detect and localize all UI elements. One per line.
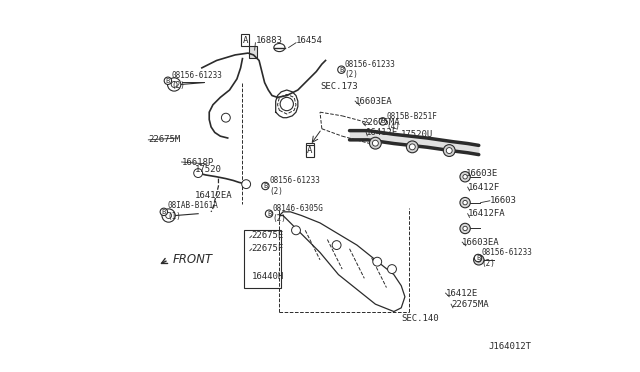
Text: 16883: 16883 (255, 36, 282, 45)
Text: 17520U: 17520U (401, 130, 433, 139)
Text: B: B (339, 67, 344, 73)
Circle shape (194, 169, 203, 177)
Text: 08156-61233
(2): 08156-61233 (2) (269, 176, 320, 196)
Circle shape (242, 180, 251, 189)
Circle shape (474, 255, 484, 265)
Circle shape (460, 171, 470, 182)
Text: B: B (166, 78, 170, 84)
Polygon shape (427, 138, 453, 151)
Circle shape (406, 141, 418, 153)
Text: 22675F: 22675F (252, 244, 284, 253)
Circle shape (372, 257, 381, 266)
Circle shape (292, 226, 300, 235)
Text: 22675MA: 22675MA (362, 118, 400, 127)
Circle shape (388, 264, 396, 273)
Text: B: B (476, 255, 480, 261)
Circle shape (460, 198, 470, 208)
Text: 08IAB-B161A
(1): 08IAB-B161A (1) (167, 201, 218, 221)
Bar (249, 46, 257, 58)
Text: A: A (243, 36, 248, 45)
Text: A: A (307, 145, 313, 155)
Circle shape (162, 209, 175, 222)
Text: 08156-61233
(2): 08156-61233 (2) (481, 248, 532, 268)
Circle shape (444, 145, 455, 157)
Circle shape (369, 137, 381, 149)
Text: 16412E: 16412E (366, 128, 399, 137)
Polygon shape (394, 134, 427, 147)
Text: 16618P: 16618P (182, 157, 214, 167)
Text: 22675MA: 22675MA (451, 300, 489, 309)
Text: 16454: 16454 (296, 36, 323, 45)
Text: B: B (263, 183, 268, 189)
Polygon shape (368, 131, 394, 144)
Polygon shape (349, 131, 368, 140)
Circle shape (168, 78, 181, 91)
Text: B: B (162, 209, 166, 215)
Text: 17520: 17520 (195, 165, 221, 174)
Circle shape (332, 241, 341, 250)
Ellipse shape (274, 44, 285, 52)
Text: 16603: 16603 (490, 196, 516, 205)
Circle shape (166, 212, 172, 218)
Text: 16412EA: 16412EA (195, 191, 232, 200)
Text: 22675M: 22675M (148, 135, 180, 144)
Circle shape (410, 144, 415, 150)
Polygon shape (468, 144, 479, 155)
Text: 22675E: 22675E (252, 231, 284, 240)
Text: SEC.173: SEC.173 (320, 82, 358, 91)
Text: 0815B-B251F
(4): 0815B-B251F (4) (386, 112, 437, 131)
Circle shape (463, 201, 467, 205)
Text: B: B (381, 118, 385, 124)
Text: 16603E: 16603E (466, 169, 498, 177)
Circle shape (221, 113, 230, 122)
Circle shape (477, 258, 481, 262)
Circle shape (463, 174, 467, 179)
Circle shape (463, 226, 467, 231)
Text: 16603EA: 16603EA (355, 97, 393, 106)
Circle shape (460, 223, 470, 234)
Text: 08156-61233
(2): 08156-61233 (2) (345, 60, 396, 79)
Text: 16440H: 16440H (252, 272, 284, 281)
Circle shape (446, 148, 452, 154)
Circle shape (372, 140, 378, 146)
Text: 08146-6305G
(2): 08146-6305G (2) (273, 204, 324, 224)
Circle shape (172, 81, 177, 87)
Text: SEC.140: SEC.140 (401, 314, 439, 323)
Text: FRONT: FRONT (172, 253, 212, 266)
Text: J164012T: J164012T (488, 342, 531, 351)
Text: 16412F: 16412F (468, 183, 500, 192)
Text: 08156-61233
(2): 08156-61233 (2) (172, 71, 222, 90)
Text: A: A (307, 147, 313, 155)
Polygon shape (453, 142, 468, 153)
Text: 16412FA: 16412FA (468, 209, 506, 218)
Text: 16603EA: 16603EA (462, 238, 500, 247)
Text: 16412E: 16412E (445, 289, 478, 298)
Bar (244, 230, 281, 288)
Text: B: B (267, 211, 271, 217)
Circle shape (280, 97, 293, 111)
